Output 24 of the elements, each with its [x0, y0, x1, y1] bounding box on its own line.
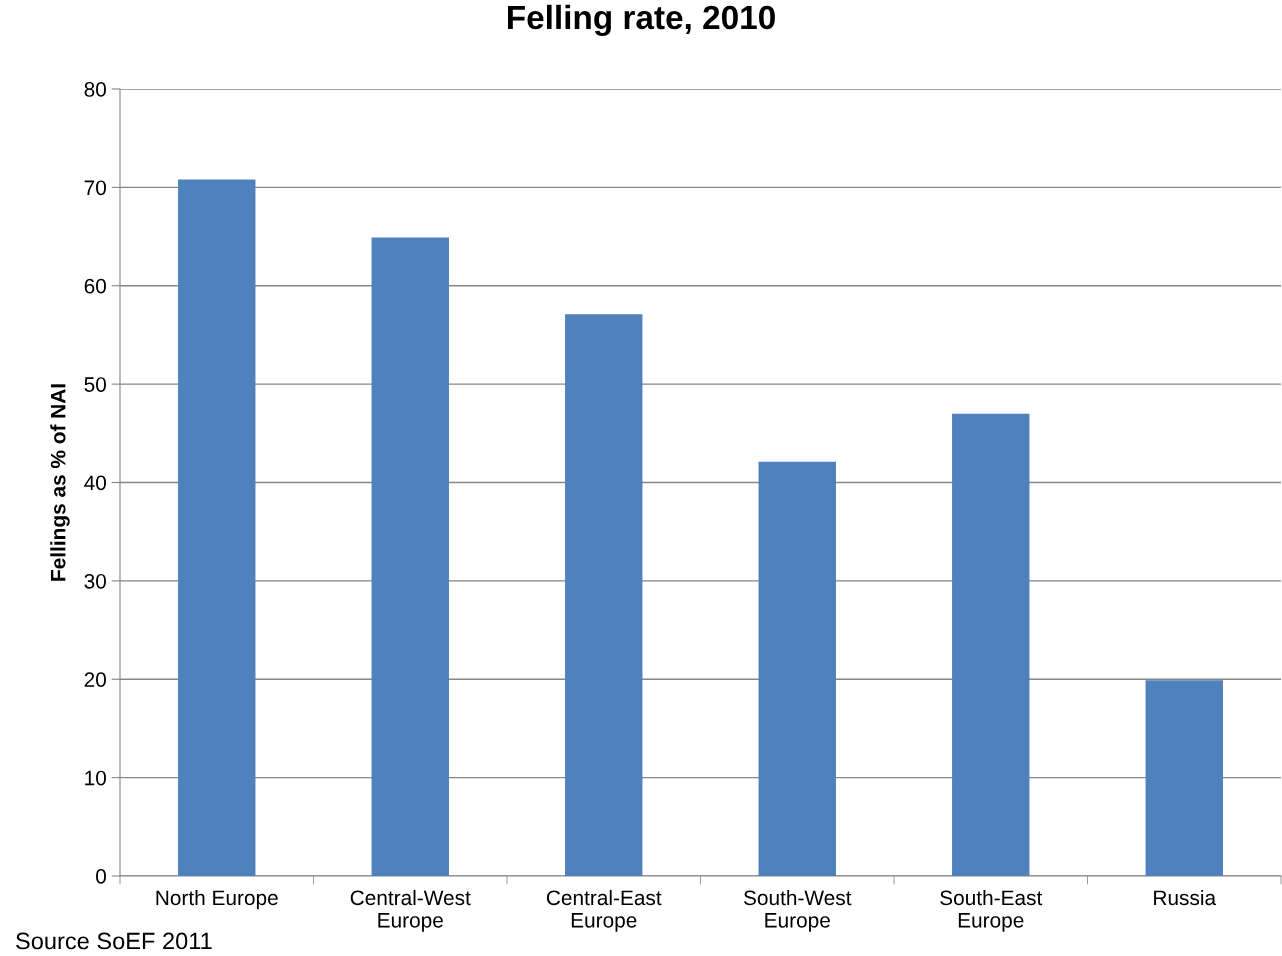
y-tick-label: 40 [84, 475, 106, 491]
chart-title: Felling rate, 2010 [507, 4, 775, 36]
x-tick-label: South-East Europe [940, 889, 1043, 932]
bar [178, 179, 256, 876]
y-tick-label: 80 [84, 82, 106, 97]
x-tick-label: North Europe [156, 889, 278, 910]
bar [758, 461, 836, 876]
y-tick-label: 70 [84, 180, 106, 196]
source-note: Source SoEF 2011 [16, 932, 212, 950]
y-tick-label: 30 [84, 573, 106, 589]
y-tick-label: 0 [96, 869, 106, 884]
x-tick-label: Central-East Europe [546, 889, 662, 932]
y-axis-title: Fellings as % of NAI [50, 384, 70, 581]
bar [565, 314, 643, 876]
x-tick-label: South-West Europe [743, 889, 852, 932]
bar [371, 237, 449, 876]
y-tick-label: 60 [84, 278, 106, 294]
y-tick-label: 20 [84, 672, 106, 687]
x-tick-label: Russia [1154, 889, 1217, 906]
y-tick-label: 50 [84, 377, 106, 392]
bar [952, 413, 1030, 876]
bar [1145, 680, 1223, 876]
x-tick-label: Central-West Europe [350, 889, 471, 932]
y-tick-label: 10 [85, 770, 106, 786]
